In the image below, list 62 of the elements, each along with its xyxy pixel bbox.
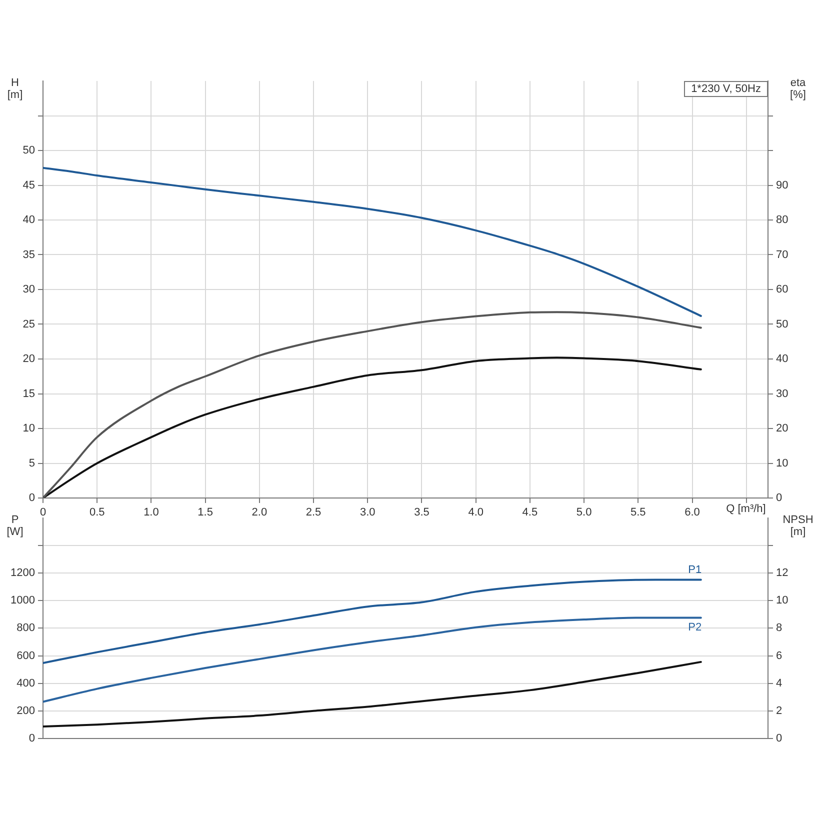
x-tick-label: 1.0 [144,506,159,519]
y-tick-label: 10 [22,422,35,435]
y-tick-label: 200 [16,704,35,717]
y2-tick-label: 70 [776,248,788,261]
y2-tick-label: 6 [776,650,782,662]
line-series [43,166,702,317]
y-tick-label: 50 [22,144,35,157]
y2-tick-label: 90 [776,179,788,192]
y-tick-label: 0 [28,732,35,744]
line-series [43,356,702,498]
y-tick-label: 800 [16,622,35,634]
y2-tick-label: 4 [776,677,782,690]
x-tick-label: 0.5 [89,506,105,519]
x-tick-label: 1.5 [198,506,213,519]
y2-tick-label: 40 [776,353,788,366]
y2-axis-title: eta [%] [789,77,807,101]
x-tick-label: 3.0 [360,506,376,519]
y-tick-label: 400 [16,677,35,690]
annotation: 1*230 V, 50Hz [684,81,768,97]
x-tick-label: 3.5 [414,506,430,519]
y-tick-label: 20 [22,353,35,366]
line-series [43,578,702,664]
x-tick-label: 5.0 [576,506,592,519]
series-label: P2 [688,621,702,634]
x-tick-label: 4.0 [468,506,484,519]
y2-axis-title: NPSH [m] [782,514,814,538]
y2-tick-label: 0 [776,732,782,744]
y-tick-label: 600 [16,650,35,662]
x-tick-label: 2.5 [306,506,322,519]
y-tick-label: 5 [28,457,35,470]
y-tick-label: 15 [22,388,35,400]
y-tick-label: 35 [22,248,35,261]
y2-tick-label: 10 [776,457,788,470]
x-tick-label: 4.5 [522,506,538,519]
x-tick-label: 2.0 [252,506,268,519]
y-tick-label: 40 [22,214,35,226]
y-tick-label: 1000 [10,594,35,607]
y2-tick-label: 30 [776,388,788,400]
y2-tick-label: 8 [776,622,782,634]
y2-tick-label: 80 [776,214,788,226]
y2-tick-label: 10 [776,594,788,607]
line-series [43,311,702,498]
y-axis-title: P [W] [6,514,24,538]
line-series [43,616,702,703]
y-axis-title: H [m] [6,77,24,101]
y-tick-label: 0 [28,492,35,504]
x-tick-label: 0 [40,506,46,519]
x-axis-title: Q [m³/h] [725,503,767,515]
y-tick-label: 1200 [10,567,35,580]
y2-tick-label: 12 [776,567,788,580]
y-tick-label: 25 [22,318,35,330]
y2-tick-label: 0 [776,492,782,504]
y-tick-label: 45 [22,179,35,192]
x-tick-label: 5.5 [630,506,646,519]
y-tick-label: 30 [22,284,35,296]
x-tick-label: 6.0 [684,506,700,519]
y2-tick-label: 2 [776,704,782,717]
line-series [43,660,702,728]
series-label: P1 [688,564,702,576]
y2-tick-label: 60 [776,284,788,296]
y2-tick-label: 20 [776,422,788,435]
y2-tick-label: 50 [776,318,788,330]
